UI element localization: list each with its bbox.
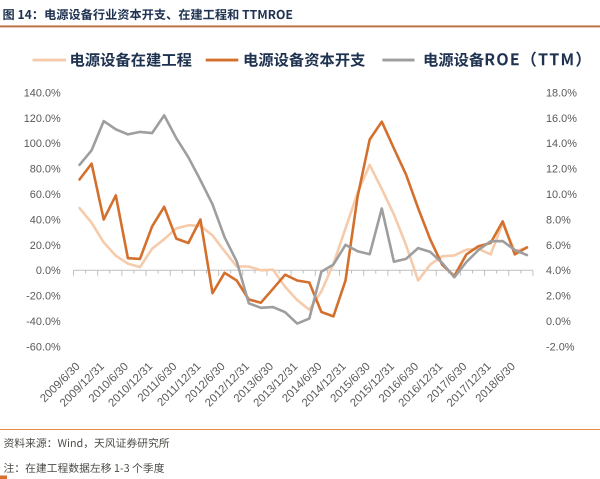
svg-text:-40.0%: -40.0%: [26, 316, 61, 328]
svg-text:0.0%: 0.0%: [546, 316, 571, 328]
svg-text:8.0%: 8.0%: [546, 214, 571, 226]
svg-text:120.0%: 120.0%: [24, 113, 61, 125]
svg-text:140.0%: 140.0%: [24, 87, 61, 99]
svg-text:6.0%: 6.0%: [546, 240, 571, 252]
svg-text:18.0%: 18.0%: [546, 87, 577, 99]
svg-text:80.0%: 80.0%: [30, 164, 61, 176]
svg-text:14.0%: 14.0%: [546, 138, 577, 150]
svg-text:12.0%: 12.0%: [546, 164, 577, 176]
svg-text:2.0%: 2.0%: [546, 291, 571, 303]
svg-text:20.0%: 20.0%: [30, 240, 61, 252]
svg-text:60.0%: 60.0%: [30, 189, 61, 201]
svg-text:-20.0%: -20.0%: [26, 291, 61, 303]
svg-text:-60.0%: -60.0%: [26, 341, 61, 353]
svg-text:40.0%: 40.0%: [30, 214, 61, 226]
svg-text:10.0%: 10.0%: [546, 189, 577, 201]
svg-text:100.0%: 100.0%: [24, 138, 61, 150]
svg-text:4.0%: 4.0%: [546, 265, 571, 277]
svg-text:16.0%: 16.0%: [546, 113, 577, 125]
svg-text:-2.0%: -2.0%: [546, 341, 575, 353]
svg-text:0.0%: 0.0%: [36, 265, 61, 277]
